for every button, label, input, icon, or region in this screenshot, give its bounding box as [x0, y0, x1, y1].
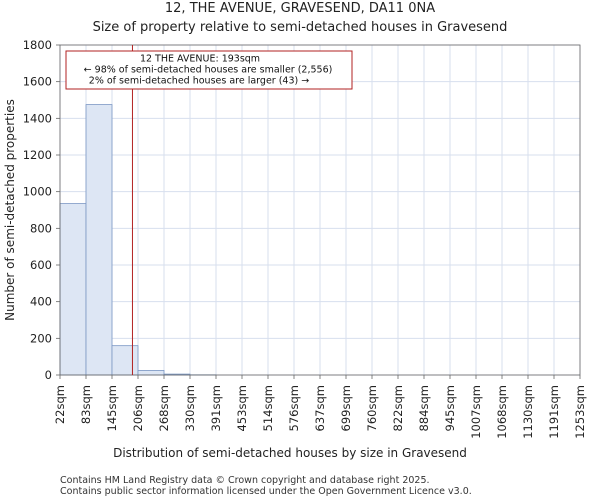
x-axis-ticks: 22sqm 83sqm 145sqm 206sqm 268sqm 330sqm 391sqm… — [53, 375, 587, 439]
annotation-box: 12 THE AVENUE: 193sqm ← 98% of semi-deta… — [65, 50, 353, 90]
y-tick-label: 1200 — [23, 148, 52, 162]
footer-line-1: Contains HM Land Registry data © Crown c… — [60, 475, 430, 486]
y-tick-label: 600 — [30, 258, 52, 272]
annotation-line-1: 12 THE AVENUE: 193sqm — [140, 54, 260, 65]
y-axis-ticks: 0 200 400 600 800 1000 1200 1400 1600 1800 — [23, 38, 60, 382]
grid — [59, 44, 581, 376]
x-tick-label: 1191sqm — [547, 385, 561, 439]
x-tick-label: 268sqm — [157, 385, 171, 431]
x-tick-label: 699sqm — [339, 385, 353, 431]
x-tick-label: 206sqm — [131, 385, 145, 431]
y-tick-label: 1600 — [23, 75, 52, 89]
bar-206sqm — [137, 370, 165, 376]
annotation-line-2: ← 98% of semi-detached houses are smalle… — [84, 65, 333, 76]
x-tick-label: 1253sqm — [573, 385, 587, 439]
x-tick-label: 945sqm — [443, 385, 457, 431]
x-tick-label: 145sqm — [105, 385, 119, 431]
bar-22sqm — [59, 203, 87, 376]
x-axis-label: Distribution of semi-detached houses by … — [113, 446, 467, 460]
x-tick-label: 453sqm — [235, 385, 249, 431]
footer-line-2: Contains public sector information licen… — [60, 486, 472, 497]
bar-145sqm — [111, 345, 139, 376]
chart-title: 12, THE AVENUE, GRAVESEND, DA11 0NA — [165, 1, 435, 16]
bar-83sqm — [85, 104, 113, 376]
annotation-line-3: 2% of semi-detached houses are larger (4… — [89, 76, 309, 87]
x-tick-label: 1007sqm — [469, 385, 483, 439]
x-tick-label: 22sqm — [53, 385, 67, 424]
y-tick-label: 0 — [45, 368, 52, 382]
x-tick-label: 391sqm — [209, 385, 223, 431]
x-tick-label: 514sqm — [261, 385, 275, 431]
x-tick-label: 83sqm — [79, 385, 93, 424]
chart-subtitle: Size of property relative to semi-detach… — [93, 20, 508, 35]
x-tick-label: 1130sqm — [521, 385, 535, 439]
y-tick-label: 1400 — [23, 111, 52, 125]
x-tick-label: 884sqm — [417, 385, 431, 431]
x-tick-label: 637sqm — [313, 385, 327, 431]
x-tick-label: 760sqm — [365, 385, 379, 431]
y-tick-label: 1800 — [23, 38, 52, 52]
y-tick-label: 800 — [30, 221, 52, 235]
x-tick-label: 1068sqm — [495, 385, 509, 439]
x-tick-label: 576sqm — [287, 385, 301, 431]
x-tick-label: 330sqm — [183, 385, 197, 431]
y-tick-label: 400 — [30, 295, 52, 309]
x-tick-label: 822sqm — [391, 385, 405, 431]
bars — [59, 104, 217, 376]
y-tick-label: 200 — [30, 331, 52, 345]
y-tick-label: 1000 — [23, 185, 52, 199]
y-axis-label: Number of semi-detached properties — [3, 99, 17, 321]
